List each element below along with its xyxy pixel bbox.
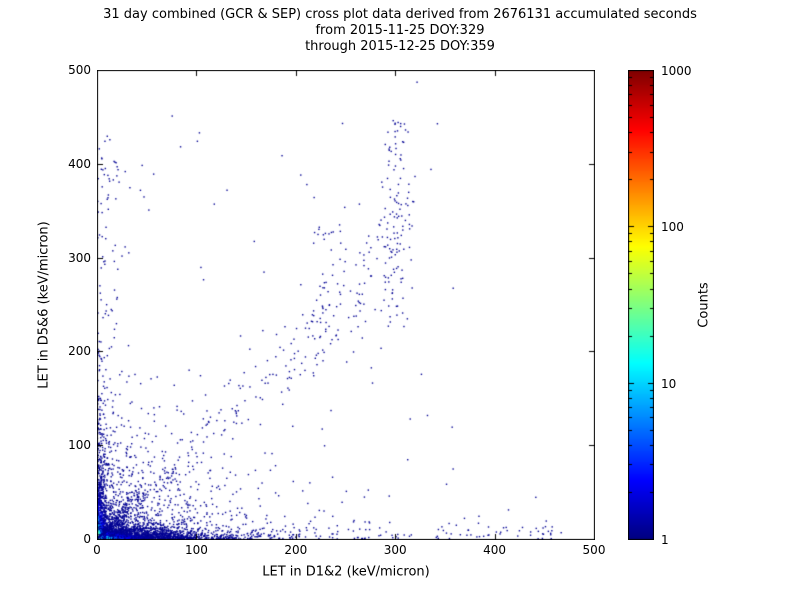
colorbar-tick-label: 1000 [661, 63, 692, 78]
y-axis-label: LET in D5&6 (keV/micron) [36, 221, 52, 389]
x-tick-label: 100 [184, 543, 208, 557]
y-tick-label: 500 [68, 63, 91, 77]
title-line-3: through 2015-12-25 DOY:359 [305, 39, 495, 54]
title-line-1: 31 day combined (GCR & SEP) cross plot d… [103, 7, 697, 22]
colorbar-label: Counts [696, 282, 712, 328]
x-axis-label: LET in D1&2 (keV/micron) [262, 564, 430, 580]
colorbar [628, 70, 654, 540]
y-tick-label: 100 [68, 438, 91, 453]
y-tick-label: 200 [68, 344, 91, 359]
colorbar-tick-label: 10 [661, 376, 677, 391]
x-tick-label: 400 [483, 543, 507, 557]
x-tick-label: 500 [582, 543, 606, 557]
x-tick-label: 200 [284, 543, 308, 557]
title-line-2: from 2015-11-25 DOY:329 [315, 23, 485, 38]
y-tick-label: 300 [68, 250, 91, 265]
colorbar-tick-label: 100 [661, 219, 684, 234]
scatter-plot-canvas [97, 70, 595, 540]
x-tick-label: 300 [383, 543, 407, 557]
colorbar-tick-label: 1 [661, 532, 669, 547]
x-tick-label: 0 [93, 543, 101, 557]
chart-title: 31 day combined (GCR & SEP) cross plot d… [0, 7, 800, 55]
y-tick-label: 0 [83, 532, 91, 546]
y-tick-label: 400 [68, 156, 91, 171]
